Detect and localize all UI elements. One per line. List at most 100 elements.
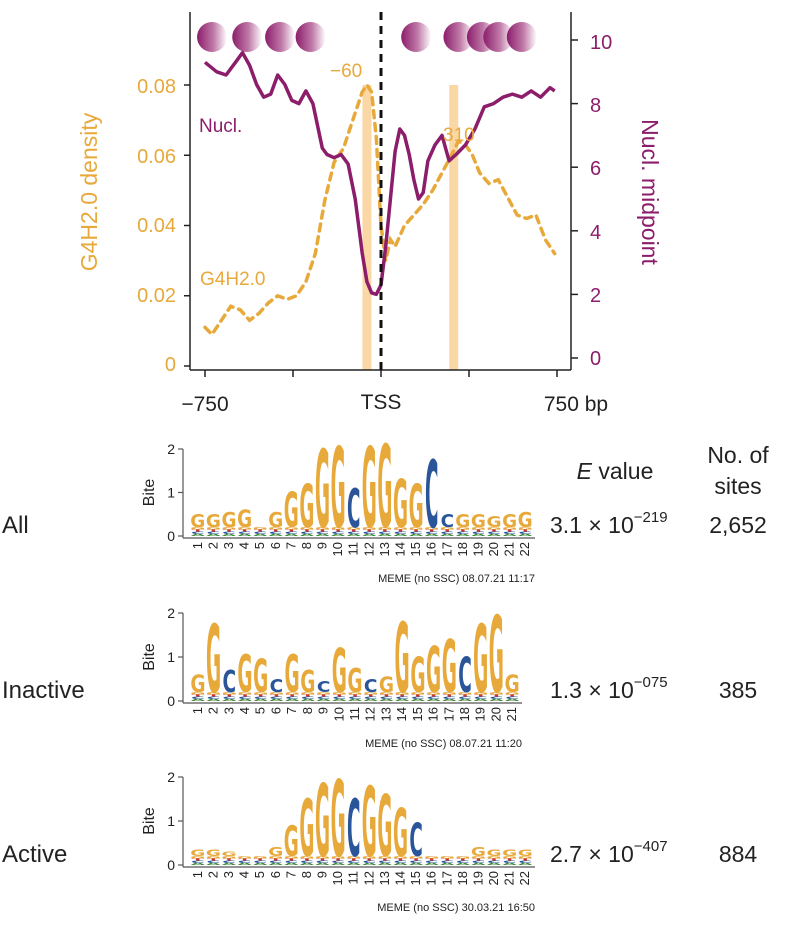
series-label-g4h2: G4H2.0 bbox=[200, 269, 265, 290]
logo-letter-4: G bbox=[237, 645, 252, 705]
logo-base-letter: C bbox=[300, 860, 313, 863]
logo-base-letter: A bbox=[206, 862, 221, 865]
logo-base-letter: A bbox=[222, 699, 237, 702]
logo-base-letter: C bbox=[363, 860, 376, 863]
logo-letter-17: C bbox=[441, 511, 454, 532]
logo-position-16: 16 bbox=[426, 707, 441, 721]
logo-base-letter: C bbox=[505, 696, 519, 699]
logo-base-letter: T bbox=[457, 858, 470, 861]
logo-base-letter: T bbox=[238, 858, 251, 861]
logo-base-letter: T bbox=[519, 529, 532, 532]
logo-base-letter: T bbox=[316, 858, 329, 861]
logo-y-tick-2: 2 bbox=[167, 769, 175, 785]
logo-base-letter: T bbox=[207, 529, 220, 532]
logo-base-letter: A bbox=[503, 862, 518, 865]
logo-position-13: 13 bbox=[377, 871, 392, 885]
logo-base-letter: T bbox=[270, 694, 283, 697]
logo-letter-6: G bbox=[268, 508, 283, 532]
logo-base-letter: A bbox=[378, 862, 393, 865]
logo-letter-12: G bbox=[362, 768, 377, 879]
logo-letter-12: G bbox=[362, 425, 377, 553]
logo-base-letter: G bbox=[253, 527, 268, 530]
nucleosome-icon-8 bbox=[506, 22, 537, 52]
sites-header-line2: sites bbox=[714, 473, 761, 499]
logo-base-letter: T bbox=[347, 529, 360, 532]
logo-letter-7: G bbox=[285, 645, 300, 705]
logo-base-letter: A bbox=[409, 862, 424, 865]
logo-base-letter: A bbox=[315, 533, 330, 536]
logo-base-letter: G bbox=[206, 856, 221, 859]
highlight-band-1 bbox=[449, 85, 459, 370]
logo-base-letter: A bbox=[331, 862, 346, 865]
logo-base-letter: C bbox=[441, 531, 454, 534]
logo-base-letter: G bbox=[362, 856, 377, 859]
logo-letter-20: G bbox=[486, 513, 501, 531]
logo-letter-6: C bbox=[270, 676, 284, 697]
logo-base-letter: G bbox=[502, 527, 517, 530]
row-label-active: Active bbox=[2, 841, 67, 868]
logo-position-2: 2 bbox=[205, 871, 220, 878]
logo-position-1: 1 bbox=[190, 542, 205, 549]
logo-base-letter: T bbox=[394, 529, 407, 532]
peak-label-right: 310 bbox=[443, 125, 475, 146]
logo-position-5: 5 bbox=[252, 871, 267, 878]
y-right-title: Nucl. midpoint bbox=[637, 119, 663, 265]
logo-base-letter: G bbox=[190, 527, 205, 530]
logo-position-6: 6 bbox=[268, 871, 283, 878]
logo-base-letter: A bbox=[315, 862, 330, 865]
x-tick-right: 750 bp bbox=[544, 393, 608, 416]
logo-base-letter: C bbox=[347, 531, 360, 534]
logo-letter-4: G bbox=[237, 506, 252, 534]
logo-letter-8: G bbox=[299, 473, 314, 542]
logo-base-letter: C bbox=[253, 531, 266, 534]
logo-y-tick-1: 1 bbox=[167, 649, 175, 665]
logo-base-letter: A bbox=[505, 699, 520, 702]
logo-letter-11: C bbox=[347, 784, 360, 875]
logo-base-letter: A bbox=[348, 699, 363, 702]
logo-base-letter: T bbox=[503, 858, 516, 861]
logo-base-letter: C bbox=[442, 696, 456, 699]
logo-base-letter: G bbox=[505, 692, 520, 695]
logo-base-letter: A bbox=[269, 533, 284, 536]
logo-position-20: 20 bbox=[486, 542, 501, 556]
logo-base-letter: A bbox=[206, 699, 221, 702]
logo-letter-6: G bbox=[268, 845, 283, 859]
logo-position-18: 18 bbox=[457, 707, 472, 721]
logo-letter-9: C bbox=[317, 678, 331, 696]
logo-base-letter: C bbox=[518, 531, 531, 534]
logo-base-letter: C bbox=[503, 860, 516, 863]
logo-base-letter: A bbox=[237, 862, 252, 865]
g4h2-series-line bbox=[203, 81, 557, 338]
logo-base-letter: G bbox=[300, 692, 315, 695]
e-value: 2.7 × 10−407 bbox=[550, 838, 668, 867]
logo-base-letter: T bbox=[347, 858, 360, 861]
logo-base-letter: C bbox=[441, 860, 454, 863]
logo-letter-11: G bbox=[347, 662, 362, 700]
logo-letter-19: G bbox=[471, 845, 486, 859]
logo-position-21: 21 bbox=[502, 871, 517, 885]
logo-base-letter: T bbox=[223, 694, 236, 697]
logo-position-3: 3 bbox=[221, 542, 236, 549]
logo-base-letter: A bbox=[362, 862, 377, 865]
logo-base-letter: A bbox=[474, 699, 489, 702]
logo-base-letter: C bbox=[191, 696, 205, 699]
logo-letter-20: G bbox=[489, 594, 504, 717]
logo-letter-18: C bbox=[458, 647, 472, 704]
logo-base-letter: A bbox=[471, 862, 486, 865]
logo-position-12: 12 bbox=[361, 871, 376, 885]
logo-base-letter: A bbox=[364, 699, 379, 702]
logo-base-letter: G bbox=[377, 527, 392, 530]
logo-base-letter: T bbox=[506, 694, 519, 697]
logo-position-22: 22 bbox=[517, 871, 532, 885]
logo-base-letter: G bbox=[253, 692, 268, 695]
logo-base-letter: G bbox=[206, 527, 221, 530]
logo-position-15: 15 bbox=[408, 542, 423, 556]
logo-base-letter: A bbox=[395, 699, 410, 702]
logo-base-letter: C bbox=[332, 696, 346, 699]
logo-base-letter: C bbox=[253, 860, 266, 863]
nucleosome-icon-2 bbox=[265, 22, 296, 52]
logo-position-4: 4 bbox=[237, 542, 252, 549]
logo-position-8: 8 bbox=[300, 707, 315, 714]
logo-letter-16: C bbox=[425, 441, 438, 549]
logo-letter-3: C bbox=[223, 664, 237, 699]
